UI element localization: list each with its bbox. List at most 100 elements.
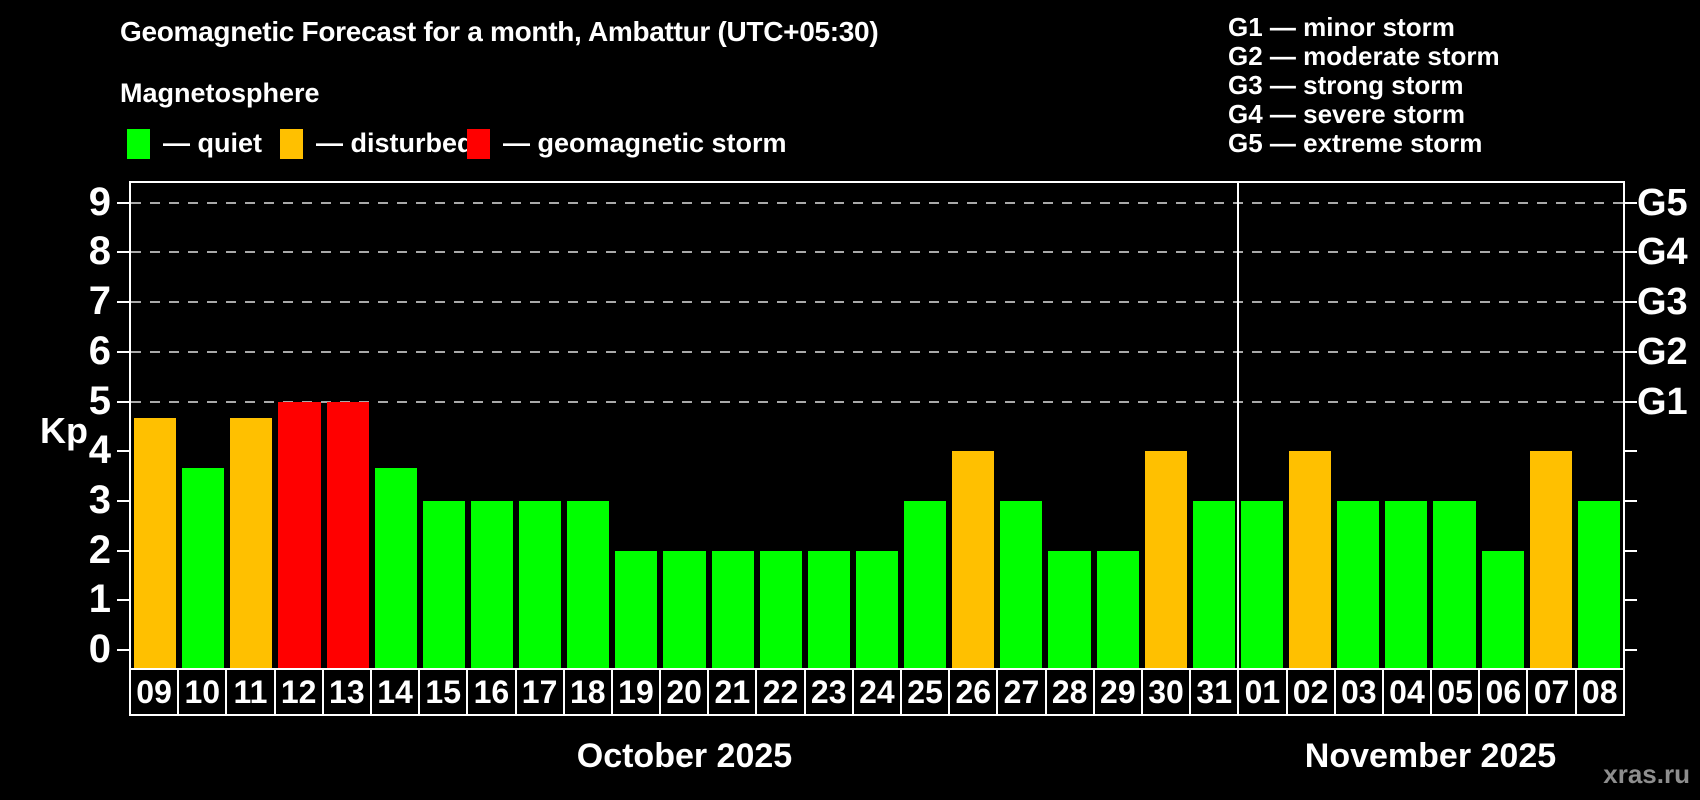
storm-swatch	[467, 128, 490, 159]
date-cell-09: 09	[131, 670, 180, 714]
y-tick-label-6: 6	[88, 328, 111, 373]
kp-bar-oct-16	[470, 500, 514, 668]
date-cell-05: 05	[1432, 670, 1481, 714]
date-cell-13: 13	[323, 670, 372, 714]
disturbed-swatch	[280, 128, 303, 159]
y-tick-right-7	[1625, 301, 1637, 304]
date-cell-23: 23	[805, 670, 854, 714]
legend-item-disturbed: — disturbed	[280, 128, 474, 159]
date-cell-15: 15	[420, 670, 469, 714]
date-cell-18: 18	[564, 670, 613, 714]
month-divider-line	[1236, 183, 1239, 668]
kp-bar-oct-23	[807, 550, 850, 668]
kp-bar-oct-25	[904, 500, 947, 668]
date-cell-24: 24	[853, 670, 902, 714]
date-cell-22: 22	[757, 670, 806, 714]
watermark: xras.ru	[1603, 759, 1690, 789]
legend-label-storm: — geomagnetic storm	[503, 128, 787, 158]
y-tick-label-7: 7	[88, 279, 111, 324]
legend-label-disturbed: — disturbed	[316, 128, 474, 158]
y-axis-title: Kp	[40, 410, 88, 451]
kp-bar-nov-01	[1240, 500, 1284, 668]
date-cell-31: 31	[1191, 670, 1240, 714]
date-cell-10: 10	[179, 670, 228, 714]
storm-scale-item-g4: G4 — severe storm	[1228, 99, 1466, 129]
y-tick-label-0: 0	[88, 627, 111, 671]
gridline-kp-6	[131, 350, 1623, 353]
status-legend: — quiet — disturbed — geomagnetic storm	[0, 128, 900, 164]
y-tick-left-7	[117, 301, 129, 304]
gridline-kp-9	[131, 201, 1623, 204]
y-tick-right-3	[1625, 499, 1637, 502]
kp-bar-oct-13	[326, 401, 369, 668]
y-tick-label-4: 4	[88, 428, 111, 473]
date-cell-19: 19	[612, 670, 662, 714]
date-cell-29: 29	[1094, 670, 1143, 714]
storm-scale-item-g3: G3 — strong storm	[1228, 70, 1464, 100]
kp-bar-oct-18	[567, 500, 610, 668]
date-cell-26: 26	[950, 670, 999, 714]
kp-bar-oct-20	[663, 550, 706, 668]
kp-bar-oct-24	[855, 550, 899, 668]
date-cell-28: 28	[1046, 670, 1095, 714]
y-tick-left-4	[117, 450, 129, 453]
right-axis-label-g5: G5	[1637, 181, 1688, 224]
kp-bar-oct-15	[422, 500, 465, 668]
kp-bar-nov-08	[1577, 500, 1620, 668]
y-tick-label-5: 5	[88, 378, 111, 423]
kp-bar-oct-22	[759, 550, 802, 668]
kp-bar-oct-26	[952, 451, 995, 668]
y-tick-left-1	[117, 599, 129, 602]
kp-bar-oct-12	[278, 401, 321, 668]
gridline-kp-5	[131, 400, 1623, 403]
kp-bar-oct-14	[374, 467, 417, 668]
kp-bar-oct-10	[182, 467, 225, 668]
right-axis-label-g1: G1	[1637, 380, 1688, 423]
date-cell-07: 07	[1528, 670, 1577, 714]
right-axis-label-g2: G2	[1637, 330, 1688, 373]
date-cell-03: 03	[1335, 670, 1384, 714]
right-axis-label-g3: G3	[1637, 281, 1688, 324]
gridline-kp-8	[131, 251, 1623, 254]
date-cell-14: 14	[371, 670, 421, 714]
date-cell-04: 04	[1383, 670, 1433, 714]
date-cell-06: 06	[1480, 670, 1529, 714]
y-tick-label-9: 9	[88, 179, 111, 224]
kp-bar-oct-27	[1000, 500, 1043, 668]
kp-bar-oct-17	[519, 500, 562, 668]
y-tick-left-0	[117, 649, 129, 651]
right-axis-label-g4: G4	[1637, 231, 1688, 274]
kp-bar-oct-19	[615, 550, 658, 668]
y-tick-right-8	[1625, 251, 1637, 254]
y-tick-right-5	[1625, 400, 1637, 403]
date-cell-20: 20	[661, 670, 710, 714]
kp-bar-nov-03	[1337, 500, 1380, 668]
date-cell-01: 01	[1239, 670, 1288, 714]
date-cell-21: 21	[709, 670, 758, 714]
storm-scale-item-g1: G1 — minor storm	[1228, 12, 1455, 42]
chart-title: Geomagnetic Forecast for a month, Ambatt…	[120, 16, 879, 47]
y-tick-label-3: 3	[88, 477, 111, 522]
quiet-swatch	[127, 128, 150, 159]
legend-label-quiet: — quiet	[163, 128, 262, 158]
kp-bar-nov-07	[1529, 451, 1572, 668]
kp-bar-nov-06	[1481, 550, 1524, 668]
date-cell-27: 27	[998, 670, 1047, 714]
y-tick-left-2	[117, 549, 129, 552]
kp-bar-nov-04	[1385, 500, 1428, 668]
y-tick-label-2: 2	[88, 527, 111, 572]
kp-bar-oct-28	[1048, 550, 1091, 668]
y-tick-left-6	[117, 350, 129, 353]
date-cell-11: 11	[227, 670, 276, 714]
y-tick-right-0	[1625, 649, 1637, 651]
kp-bar-oct-31	[1192, 500, 1235, 668]
kp-bar-oct-21	[711, 550, 754, 668]
kp-bar-oct-09	[134, 417, 177, 668]
y-tick-left-5	[117, 400, 129, 403]
y-tick-left-9	[117, 201, 129, 204]
month-label-november: November 2025	[1304, 737, 1557, 775]
y-tick-left-8	[117, 251, 129, 254]
date-axis-row: 09 10 11 12 13 14 15 16 17 18 19 20 21 22 23 24 25 26 27 28…	[129, 668, 1625, 716]
month-label-october: October 2025	[576, 737, 793, 775]
